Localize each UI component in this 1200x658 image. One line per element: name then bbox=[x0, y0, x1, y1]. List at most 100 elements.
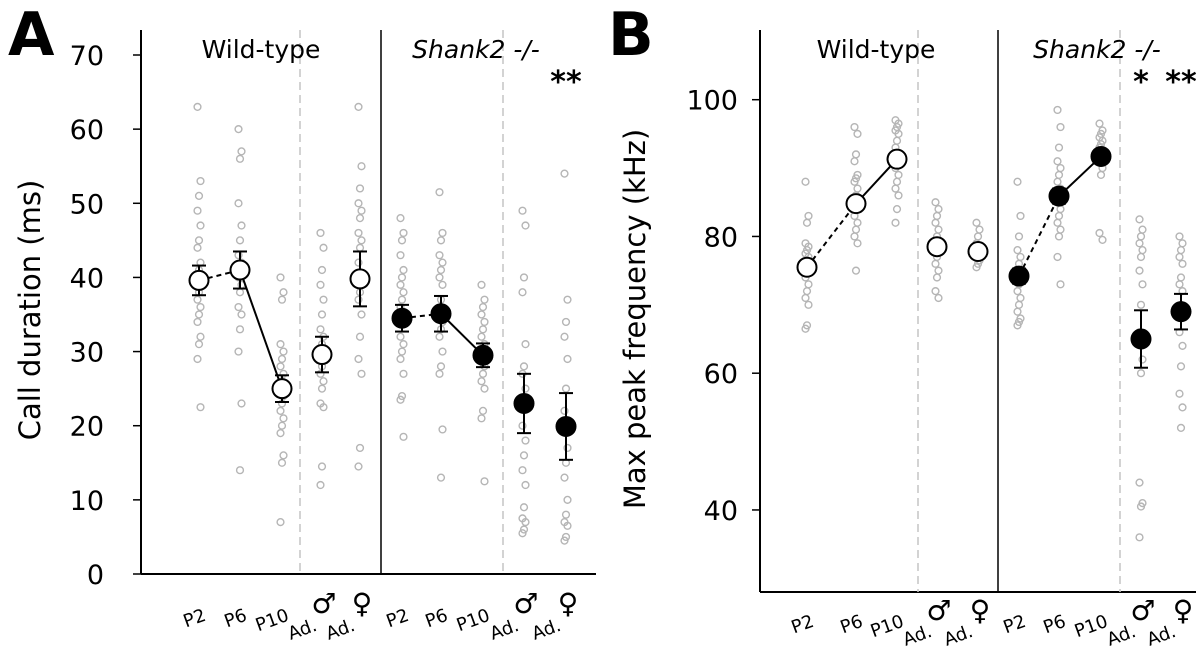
mean-marker bbox=[1090, 145, 1112, 167]
data-point bbox=[853, 218, 862, 227]
data-point bbox=[277, 421, 287, 430]
data-point bbox=[354, 228, 363, 238]
data-point bbox=[235, 288, 245, 297]
data-point bbox=[234, 199, 243, 208]
data-point bbox=[1016, 252, 1025, 262]
data-point bbox=[1056, 163, 1065, 173]
data-point bbox=[518, 206, 527, 215]
data-point bbox=[196, 403, 205, 412]
data-point bbox=[235, 236, 245, 245]
y-tick-label: 40 bbox=[70, 263, 104, 294]
data-point bbox=[561, 532, 571, 542]
data-point bbox=[357, 369, 366, 378]
data-point bbox=[1056, 225, 1065, 234]
data-point bbox=[357, 310, 366, 319]
data-point bbox=[851, 266, 861, 275]
data-point bbox=[1095, 228, 1104, 238]
significance-marker: * bbox=[1133, 65, 1149, 100]
data-point bbox=[1178, 259, 1187, 268]
data-point bbox=[563, 495, 572, 504]
y-tick-label: 30 bbox=[70, 338, 104, 369]
data-point bbox=[801, 177, 810, 186]
data-point bbox=[436, 362, 446, 371]
data-point bbox=[1138, 280, 1147, 289]
data-point bbox=[853, 239, 862, 248]
data-point bbox=[317, 310, 327, 319]
category-label: P2 bbox=[789, 611, 817, 638]
data-point bbox=[397, 347, 407, 356]
data-point bbox=[1136, 232, 1146, 241]
data-point bbox=[521, 436, 530, 445]
mean-marker bbox=[349, 268, 371, 290]
data-point bbox=[851, 225, 861, 234]
significance-marker: ** bbox=[1165, 65, 1197, 100]
data-point bbox=[521, 340, 530, 349]
data-point bbox=[193, 102, 202, 112]
data-point bbox=[279, 451, 288, 460]
data-point bbox=[193, 354, 202, 364]
y-tick-label: 50 bbox=[70, 189, 104, 220]
data-point bbox=[435, 251, 444, 260]
data-point bbox=[478, 302, 488, 312]
data-point bbox=[480, 295, 489, 304]
data-point bbox=[396, 332, 405, 341]
data-point bbox=[932, 211, 942, 221]
data-point bbox=[235, 466, 245, 475]
data-point bbox=[399, 369, 408, 378]
sex-symbol: ♀ bbox=[352, 587, 373, 620]
data-point bbox=[276, 362, 285, 371]
mean-marker bbox=[1170, 301, 1192, 323]
data-point bbox=[237, 147, 246, 156]
data-point bbox=[563, 354, 572, 364]
data-point bbox=[399, 432, 408, 441]
data-point bbox=[1136, 252, 1146, 262]
data-point bbox=[234, 125, 243, 134]
data-point bbox=[1178, 403, 1187, 412]
data-point bbox=[234, 347, 243, 356]
data-point bbox=[317, 462, 327, 471]
data-point bbox=[972, 263, 981, 272]
data-point bbox=[1056, 205, 1065, 214]
mean-marker bbox=[796, 256, 818, 278]
data-point bbox=[438, 258, 447, 267]
mean-marker bbox=[967, 240, 989, 262]
data-point bbox=[521, 517, 530, 527]
data-point bbox=[1013, 246, 1022, 255]
data-point bbox=[931, 218, 940, 227]
category-label: P2 bbox=[181, 605, 209, 632]
data-point bbox=[1053, 177, 1062, 186]
data-point bbox=[477, 280, 486, 289]
data-point bbox=[519, 273, 529, 282]
data-point bbox=[934, 225, 943, 234]
data-point bbox=[519, 362, 529, 371]
data-point bbox=[316, 280, 325, 289]
data-point bbox=[316, 228, 325, 238]
data-point bbox=[802, 218, 812, 227]
data-point bbox=[892, 177, 902, 186]
data-point bbox=[561, 510, 571, 519]
data-point bbox=[1175, 389, 1184, 398]
mean-connector bbox=[401, 312, 442, 320]
mean-connector bbox=[1018, 195, 1060, 277]
data-point bbox=[1175, 232, 1184, 241]
data-point bbox=[1175, 252, 1184, 262]
data-point bbox=[850, 157, 859, 166]
data-point bbox=[194, 340, 204, 349]
data-point bbox=[276, 406, 285, 415]
data-point bbox=[316, 325, 325, 334]
data-point bbox=[480, 317, 489, 327]
mean-connector bbox=[198, 269, 241, 282]
panel-a: A Call duration (ms) 0 10 20 30 40 50 60 70 Wild-t… bbox=[8, 0, 596, 645]
data-point bbox=[194, 236, 204, 245]
mean-marker bbox=[926, 236, 948, 258]
data-point bbox=[277, 295, 287, 304]
data-point bbox=[1014, 232, 1024, 241]
y-axis-label: Max peak frequency (kHz) bbox=[618, 129, 652, 509]
panel-label: B bbox=[608, 0, 654, 70]
category-label: P10 bbox=[454, 605, 493, 636]
data-point bbox=[237, 310, 246, 319]
data-point bbox=[972, 218, 981, 227]
